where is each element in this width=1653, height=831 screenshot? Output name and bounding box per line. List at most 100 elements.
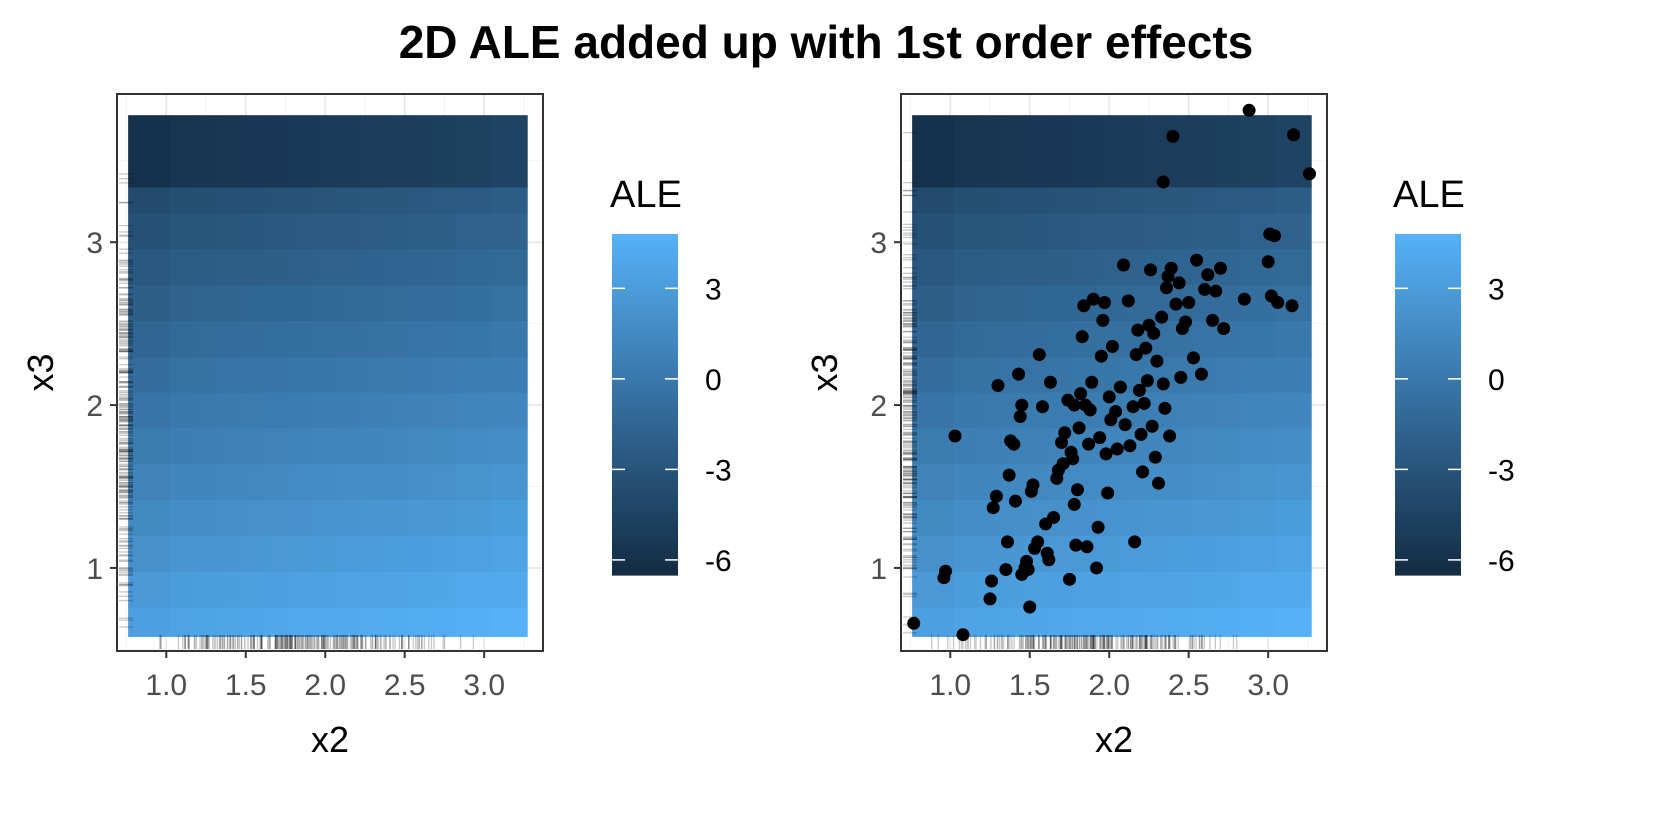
heatmap-cell [1215, 463, 1241, 501]
legend-colorbar-step [1395, 313, 1461, 320]
data-point [1237, 292, 1251, 306]
legend-colorbar-step [1395, 302, 1461, 309]
y-tick-label: 1 [870, 553, 887, 586]
data-point [1126, 400, 1140, 414]
heatmap-cell [217, 392, 242, 429]
heatmap [912, 115, 1312, 637]
heatmap-cell [336, 535, 361, 572]
heatmap-cell [240, 356, 266, 393]
heatmap-cell [1168, 115, 1193, 188]
legend-colorbar-step [1395, 512, 1461, 519]
legend-colorbar-step [612, 290, 678, 298]
heatmap-cell [490, 320, 528, 357]
heatmap-cell [977, 607, 1002, 637]
legend-colorbar-step [1395, 376, 1461, 383]
legend-colorbar-step [612, 410, 678, 417]
heatmap-cell [1239, 356, 1276, 393]
legend-colorbar-step [612, 268, 678, 275]
legend-colorbar-step [612, 307, 678, 315]
heatmap-cell [169, 571, 194, 608]
y-tick-label: 3 [86, 227, 103, 260]
data-point [1134, 427, 1148, 441]
legend-colorbar-step [612, 461, 678, 468]
heatmap-cell [264, 115, 290, 188]
heatmap-cell [169, 607, 194, 637]
heatmap-cell [1274, 186, 1312, 214]
legend-colorbar-step [612, 313, 678, 320]
heatmap-cell [240, 571, 266, 608]
heatmap-cell [193, 356, 218, 393]
heatmap-cell [384, 535, 409, 572]
heatmap-cell [128, 115, 171, 188]
heatmap-cell [1191, 186, 1217, 214]
heatmap-cell [264, 284, 290, 321]
heatmap-cell [953, 356, 978, 393]
heatmap-cell [169, 535, 194, 572]
heatmap-cell [912, 499, 955, 536]
heatmap-cell [1274, 212, 1312, 250]
heatmap-cell [288, 535, 314, 572]
legend-colorbar-step [612, 489, 678, 497]
heatmap-cell [1048, 212, 1074, 250]
data-point [1058, 426, 1072, 440]
legend-colorbar-step [1395, 540, 1461, 548]
heatmap-cell [490, 356, 528, 393]
legend-colorbar-step [1395, 484, 1461, 491]
heatmap-cell [953, 212, 978, 250]
legend-colorbar-step [612, 245, 678, 252]
data-point [1132, 383, 1146, 397]
heatmap-cell [240, 212, 266, 250]
legend-colorbar-step [612, 359, 678, 366]
figure-title: 2D ALE added up with 1st order effects [399, 16, 1254, 68]
legend-colorbar-step [1395, 495, 1461, 502]
data-point [985, 574, 999, 588]
legend-colorbar-step [612, 256, 678, 264]
heatmap-cell [384, 607, 409, 637]
data-point [1186, 351, 1200, 365]
heatmap-cell [169, 186, 194, 214]
heatmap-cell [312, 186, 337, 214]
data-point [1242, 103, 1256, 117]
legend-colorbar-step [1395, 381, 1461, 389]
legend-colorbar-step [1395, 359, 1461, 366]
heatmap-cell [1239, 320, 1276, 357]
heatmap-cell [455, 115, 492, 188]
legend-colorbar-step [612, 387, 678, 394]
legend-colorbar-step [1395, 296, 1461, 303]
heatmap-cell [193, 427, 218, 465]
heatmap-cell [912, 212, 955, 250]
heatmap-cell [128, 212, 171, 250]
legend-tick-label: 3 [705, 273, 722, 306]
heatmap-cell [1096, 115, 1121, 188]
data-point [989, 489, 1003, 503]
legend-colorbar-step [1395, 427, 1461, 434]
legend-colorbar-step [1395, 290, 1461, 298]
heatmap-cell [193, 212, 218, 250]
heatmap-cell [360, 571, 385, 608]
heatmap-cell [312, 427, 337, 465]
heatmap-cell [336, 248, 361, 286]
data-point [1080, 540, 1094, 554]
data-point [1007, 437, 1021, 451]
data-point [1198, 282, 1212, 296]
heatmap-cell [169, 248, 194, 286]
legend-colorbar-step [612, 540, 678, 548]
heatmap-cell [288, 320, 314, 357]
heatmap-cell [288, 248, 314, 286]
heatmap-cell [407, 248, 433, 286]
heatmap-cell [217, 320, 242, 357]
legend-colorbar-step [612, 251, 678, 258]
heatmap-cell [1168, 212, 1193, 250]
legend-tick-label: -3 [705, 454, 732, 487]
legend-colorbar-step [612, 449, 678, 457]
data-point [1032, 348, 1046, 362]
heatmap-cell [384, 427, 409, 465]
heatmap-cell [407, 427, 433, 465]
heatmap-cell [360, 607, 385, 637]
data-point [1101, 486, 1115, 500]
heatmap-cell [193, 320, 218, 357]
legend-colorbar-step [612, 296, 678, 303]
heatmap-cell [1274, 463, 1312, 501]
heatmap-cell [384, 392, 409, 429]
data-point [1268, 229, 1282, 243]
